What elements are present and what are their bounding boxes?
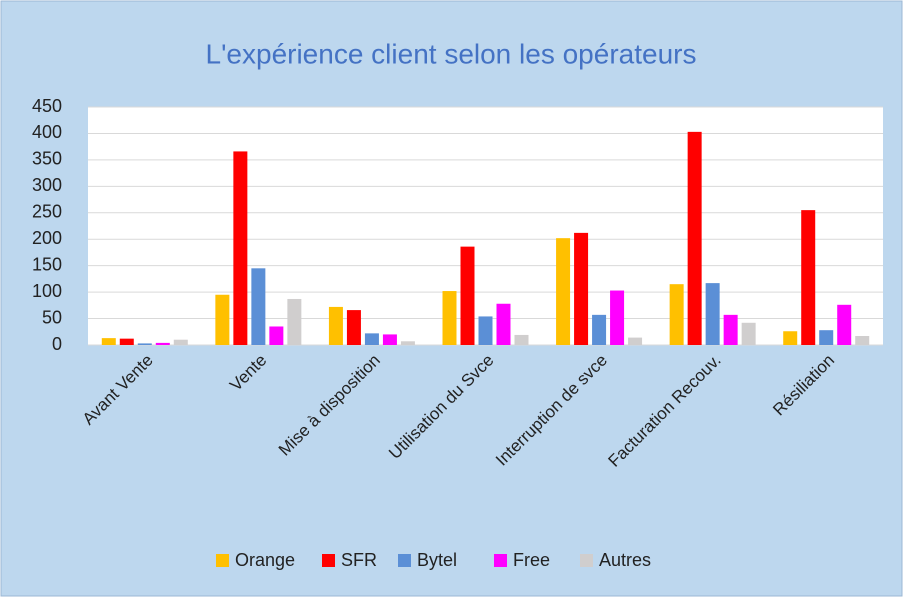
y-tick-label: 450	[32, 96, 62, 116]
bar	[496, 303, 511, 345]
bar	[556, 238, 571, 345]
legend-label: Autres	[599, 550, 651, 570]
bar	[215, 294, 230, 345]
legend-label: Free	[513, 550, 550, 570]
bar	[801, 210, 816, 345]
bar	[251, 268, 266, 345]
legend-label: Orange	[235, 550, 295, 570]
y-tick-label: 200	[32, 228, 62, 248]
chart-title: L'expérience client selon les opérateurs	[206, 38, 697, 69]
y-tick-label: 350	[32, 149, 62, 169]
bar	[855, 336, 870, 345]
bar	[119, 338, 134, 345]
bar	[233, 151, 248, 345]
legend-swatch	[494, 554, 507, 567]
y-tick-label: 250	[32, 202, 62, 222]
bar	[346, 310, 361, 345]
bar	[442, 291, 457, 345]
bar	[574, 232, 589, 345]
bar	[669, 284, 684, 345]
legend-swatch	[322, 554, 335, 567]
y-tick-label: 100	[32, 281, 62, 301]
bar	[628, 337, 643, 345]
y-tick-label: 150	[32, 254, 62, 274]
bar	[155, 342, 170, 345]
legend-label: Bytel	[417, 550, 457, 570]
bar	[783, 331, 798, 345]
legend-swatch	[398, 554, 411, 567]
bar	[514, 334, 529, 345]
bar	[382, 334, 397, 345]
bar	[101, 338, 116, 345]
legend-swatch	[216, 554, 229, 567]
bar	[687, 131, 702, 345]
y-tick-label: 400	[32, 122, 62, 142]
legend-swatch	[580, 554, 593, 567]
bar	[364, 333, 379, 345]
bar	[592, 314, 607, 345]
bar	[741, 322, 756, 345]
bar	[269, 326, 284, 345]
legend-label: SFR	[341, 550, 377, 570]
bar	[723, 314, 738, 345]
bar	[610, 290, 625, 345]
bar	[287, 298, 302, 345]
bar	[173, 339, 188, 345]
bar	[478, 316, 493, 345]
bar	[819, 330, 834, 345]
bar	[837, 304, 852, 345]
bar	[137, 343, 152, 345]
bar	[460, 246, 475, 345]
bar	[400, 341, 415, 345]
bar	[705, 283, 720, 345]
y-tick-label: 300	[32, 175, 62, 195]
plot-area	[88, 107, 883, 345]
bar	[328, 306, 343, 345]
y-tick-label: 0	[52, 334, 62, 354]
y-tick-label: 50	[42, 307, 62, 327]
